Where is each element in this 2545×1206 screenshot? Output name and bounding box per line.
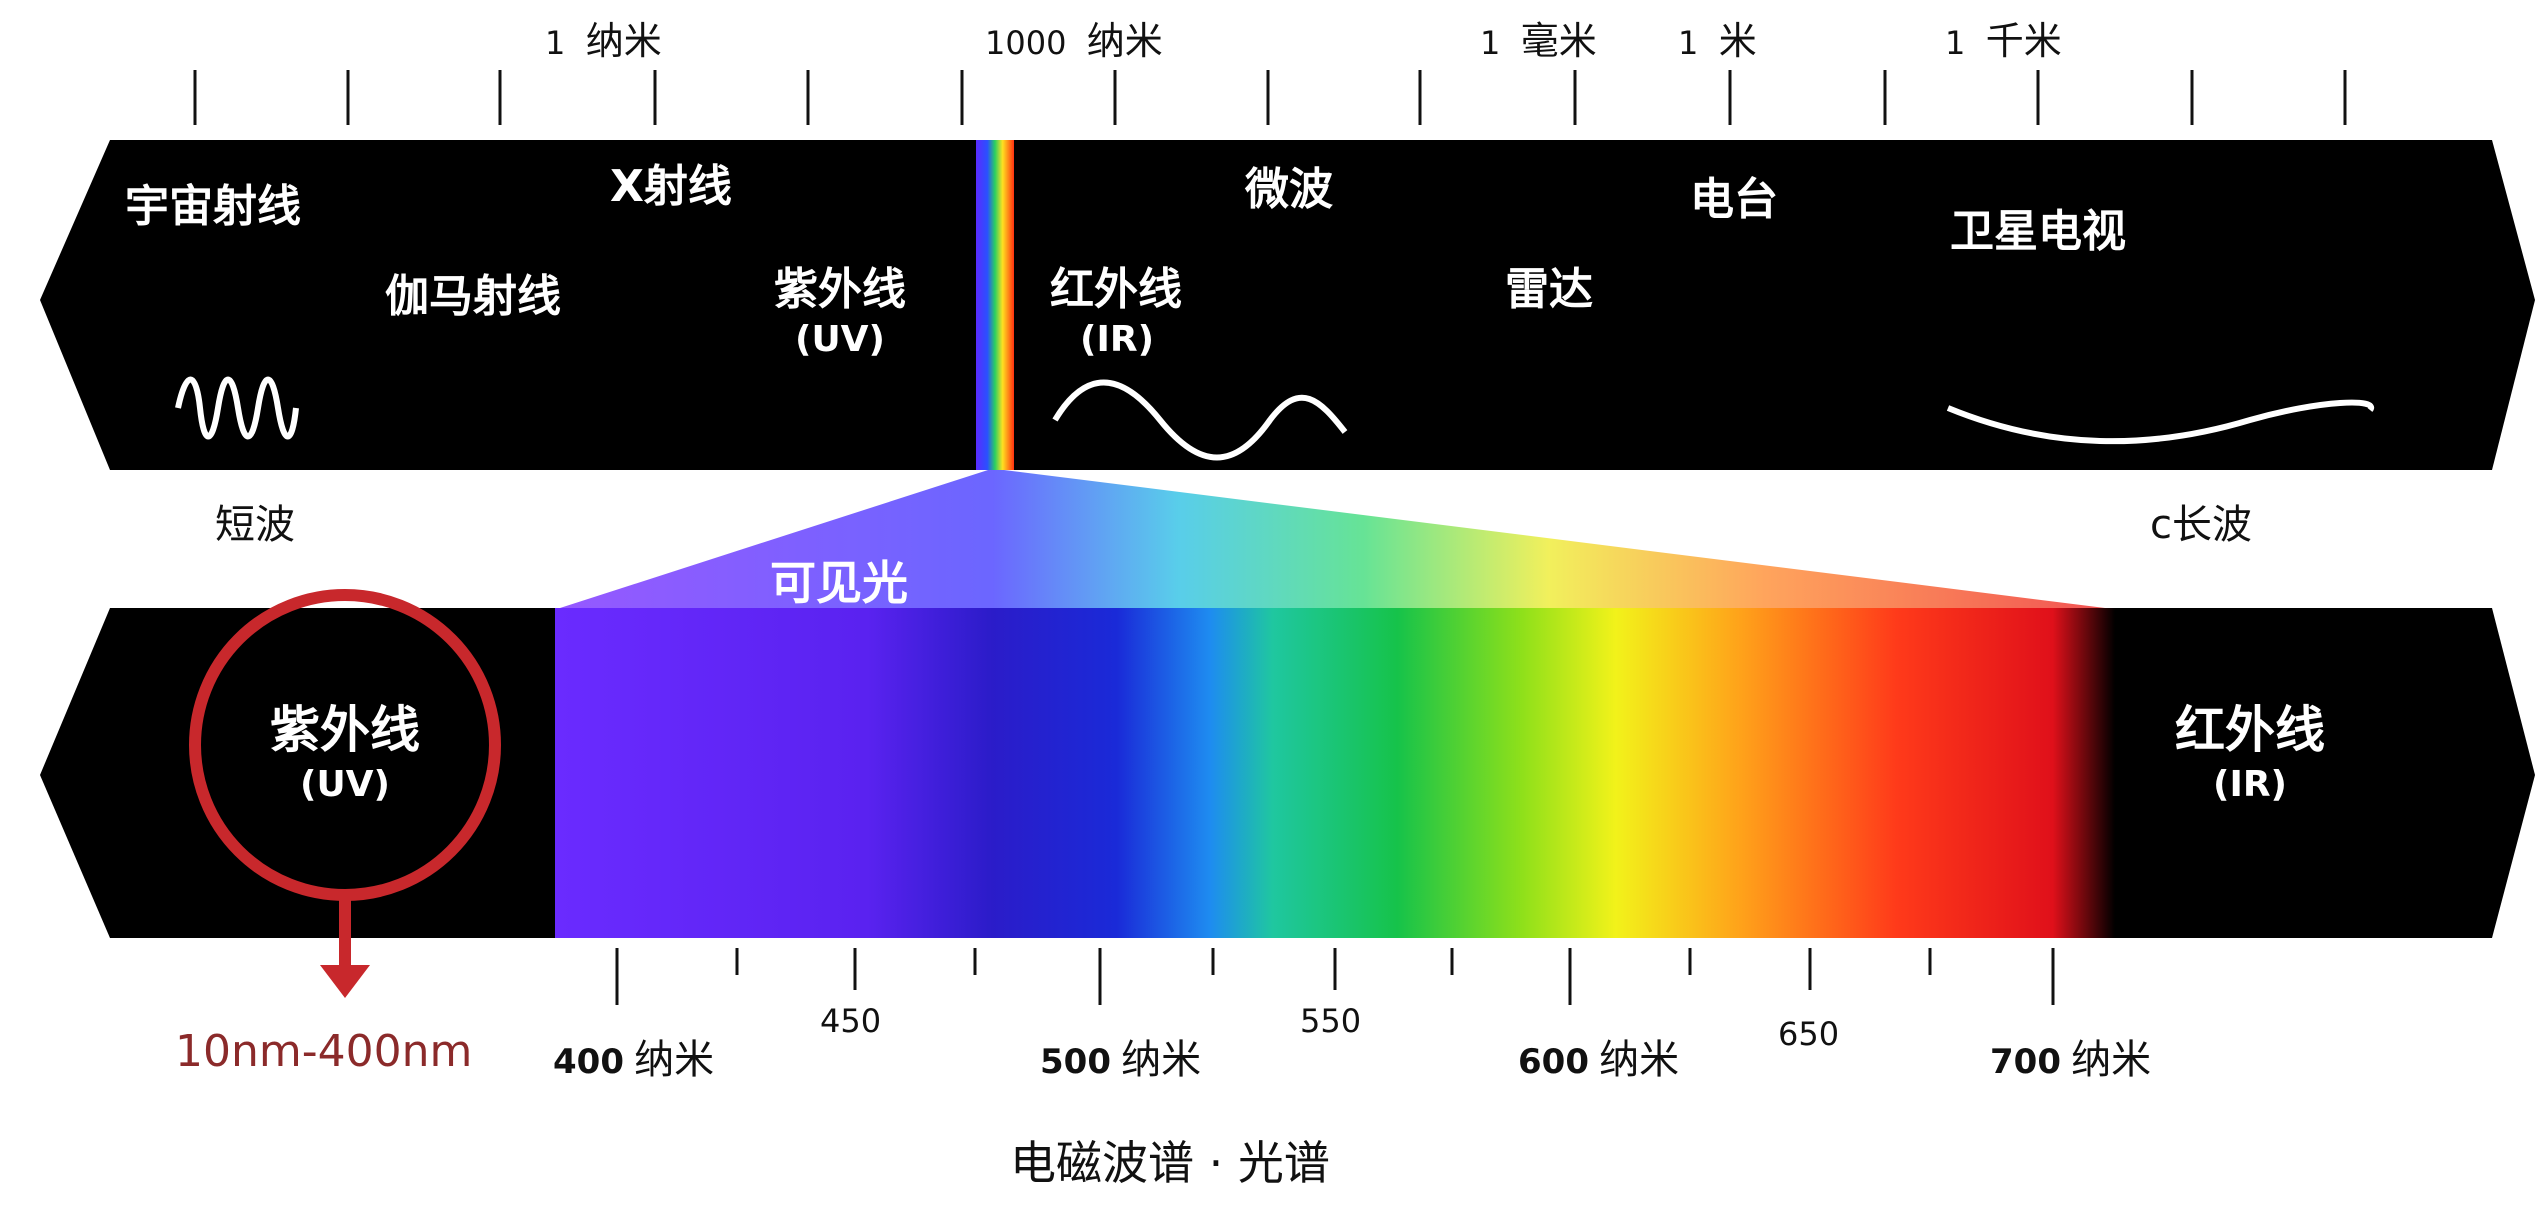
tick-label-550: 550 xyxy=(1300,1002,1362,1040)
satellite-tv-label: 卫星电视 xyxy=(1950,206,2126,257)
tick-label-500: 500 纳米 xyxy=(1040,1037,1202,1083)
short-wave-label: 短波 xyxy=(215,502,295,548)
bottom-scale-ticks xyxy=(615,948,2055,1005)
top-band xyxy=(40,140,2535,470)
tick-label-1mm: 1 毫米 xyxy=(1480,19,1597,63)
caption: 电磁波谱 · 光谱 xyxy=(1010,1136,1330,1190)
ir-top-label: 红外线 (IR) xyxy=(1050,264,1182,360)
xray-label: X射线 xyxy=(610,161,732,212)
radio-label: 电台 xyxy=(1690,174,1778,225)
uv-highlight xyxy=(189,589,501,998)
uv-top-label: 紫外线 (UV) xyxy=(774,264,906,360)
long-wave-icon xyxy=(1946,399,2375,445)
top-scale-ticks xyxy=(193,70,2347,125)
tick-label-450: 450 xyxy=(820,1002,882,1040)
microwave-label: 微波 xyxy=(1245,164,1333,215)
visible-fan xyxy=(560,470,2105,608)
short-wave-icon xyxy=(175,376,299,440)
radar-label: 雷达 xyxy=(1505,264,1593,315)
visible-spectrum xyxy=(555,608,2115,938)
tick-label-400: 400 纳米 xyxy=(553,1037,715,1083)
tick-label-1000nm: 1000 纳米 xyxy=(985,19,1163,63)
tick-label-700: 700 纳米 xyxy=(1990,1037,2152,1083)
visible-light-label: 可见光 xyxy=(770,556,908,610)
tick-label-1nm: 1 纳米 xyxy=(545,19,662,63)
gamma-ray-label: 伽马射线 xyxy=(385,271,561,322)
ir-wave-icon xyxy=(1052,379,1348,461)
visible-slit xyxy=(976,140,1014,470)
ir-bottom-label: 红外线 (IR) xyxy=(2175,701,2325,805)
uv-bottom-label: 紫外线 (UV) xyxy=(270,701,420,805)
tick-label-600: 600 纳米 xyxy=(1518,1037,1680,1083)
tick-label-1km: 1 千米 xyxy=(1945,19,2062,63)
cosmic-ray-label: 宇宙射线 xyxy=(125,181,301,232)
tick-label-650: 650 xyxy=(1778,1015,1840,1053)
tick-label-1m: 1 米 xyxy=(1678,19,1757,63)
uv-range-label: 10nm-400nm xyxy=(175,1026,473,1077)
long-wave-label: c长波 xyxy=(2150,502,2252,548)
